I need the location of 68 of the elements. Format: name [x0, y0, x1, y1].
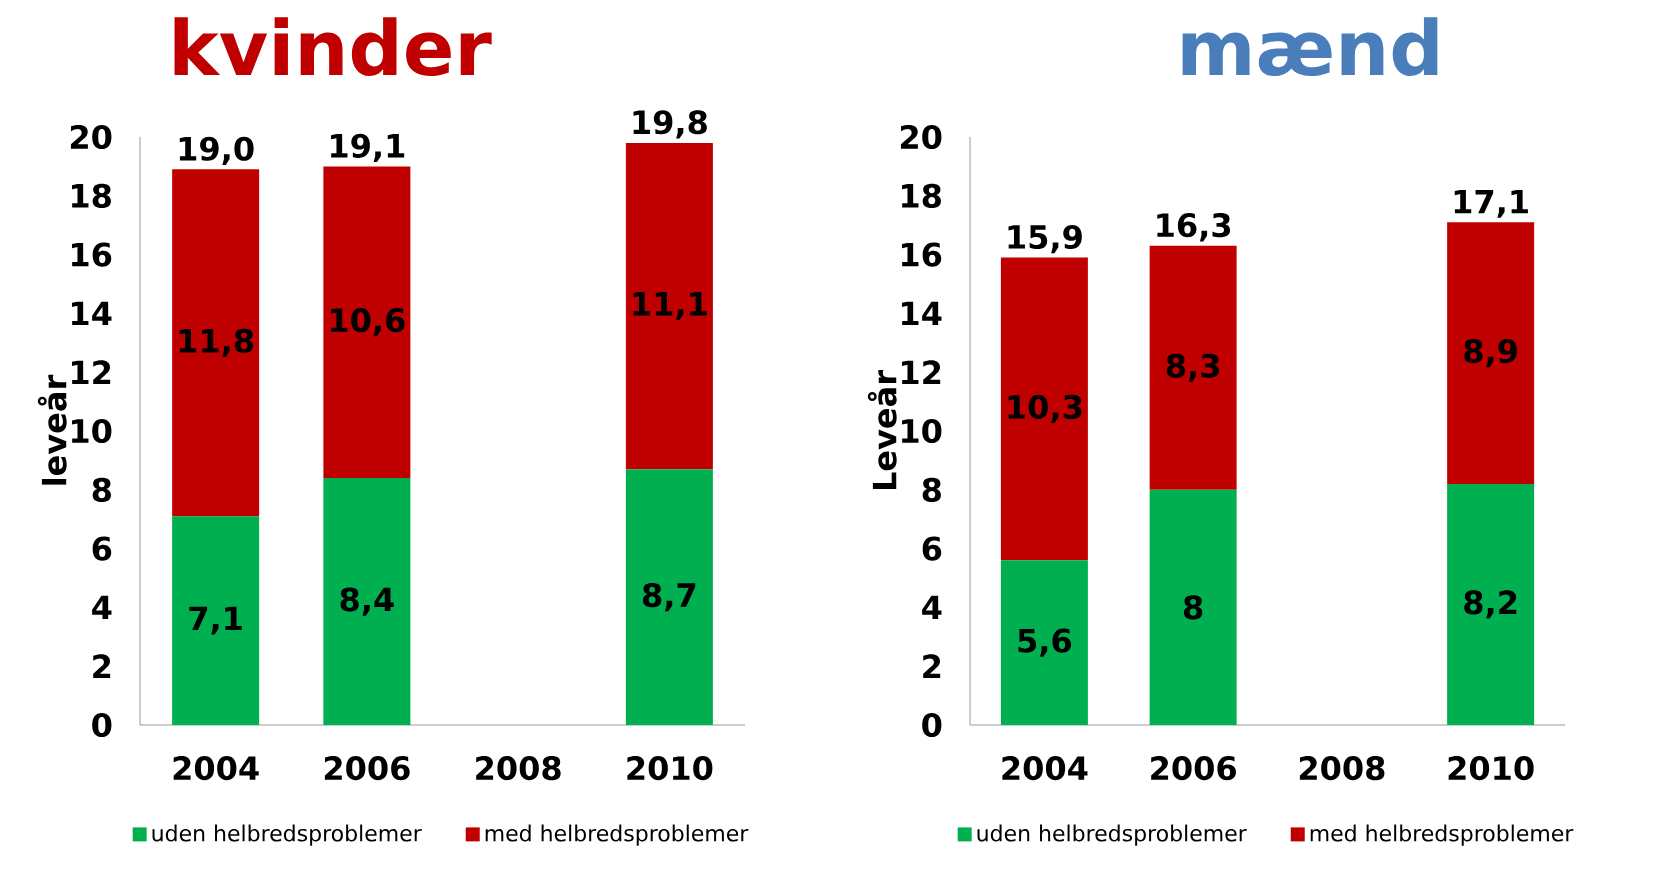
total-label: 19,0	[179, 136, 254, 165]
y-tick-label: 18	[72, 183, 111, 208]
y-tick-label: 16	[902, 242, 942, 267]
x-tick-label: 2008	[1299, 756, 1385, 781]
y-tick-label: 0	[922, 712, 942, 738]
bar	[323, 478, 411, 725]
total-label: 19,8	[633, 110, 707, 139]
bar	[625, 469, 713, 725]
y-tick-label: 2	[923, 654, 941, 679]
legend-label: med helbredsproblemer	[1310, 824, 1574, 846]
x-tick-label: 2010	[1448, 756, 1534, 781]
x-tick-label: 2006	[324, 756, 410, 781]
data-label: 8,7	[642, 582, 696, 612]
data-label: 11,1	[633, 292, 707, 320]
y-tick-label: 14	[72, 301, 112, 326]
x-tick-label: 2004	[1002, 756, 1088, 781]
y-tick-label: 0	[92, 712, 112, 738]
total-label: 19,1	[331, 133, 405, 162]
x-tick-label: 2008	[476, 756, 561, 781]
bar	[172, 169, 260, 517]
y-tick-label: 4	[92, 595, 112, 620]
bar	[1149, 489, 1237, 725]
y-tick-label: 2	[93, 654, 111, 679]
y-tick-label: 20	[900, 124, 942, 150]
data-label: 11,8	[179, 328, 254, 357]
data-label: 8,2	[1464, 590, 1517, 619]
x-tick-label: 2004	[173, 756, 259, 781]
data-label: 5,6	[1018, 628, 1072, 657]
total-label: 17,1	[1454, 189, 1528, 218]
y-axis-title: leveår	[37, 374, 67, 485]
y-tick-label: 20	[70, 124, 112, 150]
legend-label: uden helbredsproblemer	[977, 824, 1247, 846]
bar	[1447, 483, 1535, 725]
data-label: 8,9	[1464, 338, 1517, 368]
y-tick-label: 6	[922, 536, 942, 561]
data-label: 8	[1183, 595, 1203, 620]
y-tick-label: 14	[902, 301, 942, 326]
data-label: 8,4	[340, 587, 394, 616]
y-tick-label: 8	[922, 477, 941, 502]
y-tick-label: 10	[902, 418, 942, 444]
bar	[625, 142, 713, 470]
y-tick-label: 18	[902, 183, 941, 208]
y-tick-label: 4	[922, 595, 942, 620]
bar	[1000, 560, 1088, 725]
y-tick-label: 12	[72, 360, 111, 385]
x-tick-label: 2010	[627, 756, 713, 781]
chart-title: kvinder	[174, 17, 492, 77]
total-label: 16,3	[1157, 213, 1231, 242]
total-label: 15,9	[1008, 224, 1082, 254]
chart-title: mænd	[1182, 17, 1438, 77]
data-label: 8,3	[1166, 353, 1219, 382]
data-label: 10,6	[331, 308, 405, 337]
data-label: 7,1	[189, 606, 242, 635]
data-label: 10,3	[1008, 394, 1082, 424]
y-tick-label: 16	[72, 242, 112, 267]
bar	[323, 166, 411, 479]
x-tick-label: 2006	[1151, 756, 1236, 781]
y-tick-label: 10	[72, 418, 112, 444]
legend-label: uden helbredsproblemer	[152, 824, 422, 846]
bar	[172, 516, 260, 725]
y-tick-label: 12	[902, 360, 941, 385]
legend-label: med helbredsproblemer	[485, 824, 749, 846]
y-tick-label: 6	[92, 536, 112, 561]
bar	[1000, 257, 1088, 561]
bar	[1447, 222, 1535, 484]
y-tick-label: 8	[92, 477, 111, 502]
y-axis-title: Leveår	[867, 370, 897, 490]
bar	[1149, 245, 1237, 490]
